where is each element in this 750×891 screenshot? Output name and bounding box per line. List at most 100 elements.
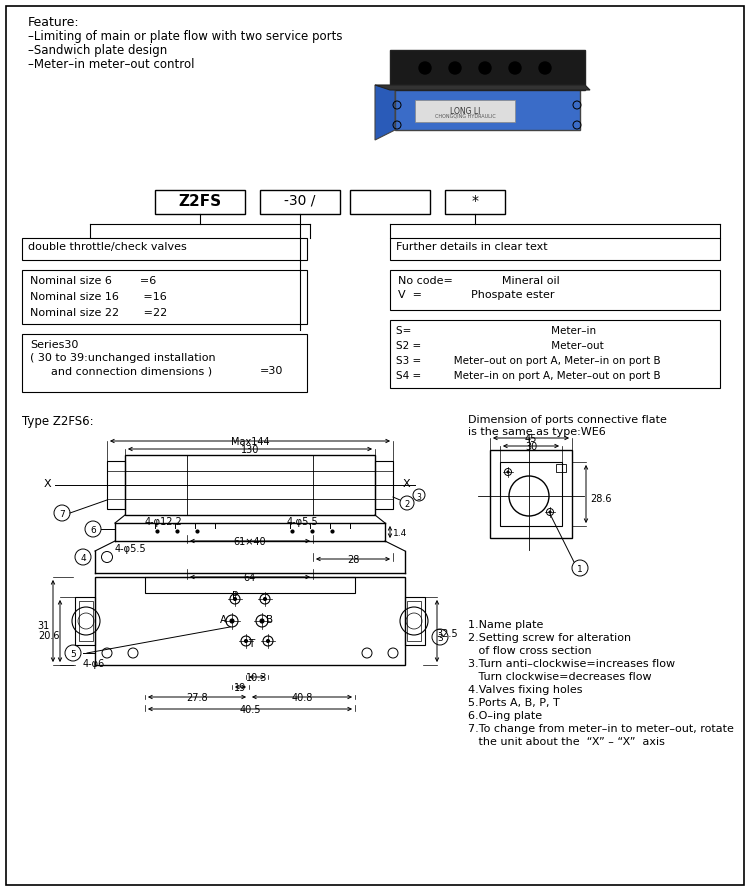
Circle shape xyxy=(507,471,509,473)
Bar xyxy=(79,601,93,641)
Text: Turn clockwise=decreases flow: Turn clockwise=decreases flow xyxy=(468,672,652,682)
Text: A: A xyxy=(220,615,227,625)
Bar xyxy=(395,60,580,130)
Bar xyxy=(155,190,245,214)
Bar xyxy=(95,577,405,665)
Bar xyxy=(556,464,566,472)
Text: 2: 2 xyxy=(404,500,410,509)
Text: the unit about the  “X” – “X”  axis: the unit about the “X” – “X” axis xyxy=(468,737,664,747)
Text: 130: 130 xyxy=(241,445,260,455)
Circle shape xyxy=(244,640,248,642)
Circle shape xyxy=(230,619,234,623)
Text: of flow cross section: of flow cross section xyxy=(468,646,592,656)
Text: 61×40: 61×40 xyxy=(234,537,266,547)
Text: 7: 7 xyxy=(59,510,64,519)
Text: =30: =30 xyxy=(260,366,284,376)
Text: 28.6: 28.6 xyxy=(590,494,611,504)
Circle shape xyxy=(260,619,264,623)
Text: 4-φ5.5: 4-φ5.5 xyxy=(115,544,147,554)
Bar xyxy=(145,577,355,593)
Text: 3.Turn anti–clockwise=increases flow: 3.Turn anti–clockwise=increases flow xyxy=(468,659,675,669)
Text: S4 =          Meter–in on port A, Meter–out on port B: S4 = Meter–in on port A, Meter–out on po… xyxy=(396,371,661,381)
Bar xyxy=(405,597,425,645)
Circle shape xyxy=(233,598,236,601)
Text: 31: 31 xyxy=(37,621,50,631)
Text: 4-φ6: 4-φ6 xyxy=(83,659,105,669)
Bar xyxy=(107,461,125,509)
Text: X: X xyxy=(403,479,411,489)
Text: 20.6: 20.6 xyxy=(38,631,60,641)
Text: 3: 3 xyxy=(437,634,442,642)
Text: 4.Valves fixing holes: 4.Valves fixing holes xyxy=(468,685,583,695)
Text: –Sandwich plate design: –Sandwich plate design xyxy=(28,44,167,57)
Text: 5.Ports A, B, P, T: 5.Ports A, B, P, T xyxy=(468,698,560,708)
Text: 3: 3 xyxy=(416,493,422,502)
Text: and connection dimensions ): and connection dimensions ) xyxy=(30,366,212,376)
Text: Type Z2FS6:: Type Z2FS6: xyxy=(22,415,94,428)
Text: 40.8: 40.8 xyxy=(291,693,313,703)
Text: 1.4: 1.4 xyxy=(393,529,407,538)
Text: S3 =          Meter–out on port A, Meter–in on port B: S3 = Meter–out on port A, Meter–in on po… xyxy=(396,356,661,366)
Text: S2 =                                        Meter–out: S2 = Meter–out xyxy=(396,341,604,351)
Polygon shape xyxy=(375,85,395,140)
Text: No code=              Mineral oil: No code= Mineral oil xyxy=(398,276,560,286)
Circle shape xyxy=(509,62,521,74)
Bar xyxy=(390,50,585,90)
Text: CHONGQING HYDRAULIC: CHONGQING HYDRAULIC xyxy=(435,114,495,119)
Text: 1: 1 xyxy=(578,565,583,574)
Text: B: B xyxy=(266,615,273,625)
Circle shape xyxy=(419,62,431,74)
Text: 27.8: 27.8 xyxy=(186,693,208,703)
Text: LONG LI: LONG LI xyxy=(450,107,480,116)
Circle shape xyxy=(479,62,491,74)
Text: 32.5: 32.5 xyxy=(436,629,457,639)
Text: 6.O–ing plate: 6.O–ing plate xyxy=(468,711,542,721)
Text: P: P xyxy=(232,591,238,601)
Text: 28: 28 xyxy=(346,555,359,565)
Bar xyxy=(260,190,340,214)
Text: Further details in clear text: Further details in clear text xyxy=(396,242,548,252)
Text: double throttle/check valves: double throttle/check valves xyxy=(28,242,187,252)
Text: Nominal size 22       =22: Nominal size 22 =22 xyxy=(30,308,167,318)
Circle shape xyxy=(266,640,269,642)
Text: 4-φ5.5: 4-φ5.5 xyxy=(287,517,319,527)
Text: 19: 19 xyxy=(234,683,246,693)
Text: 10.3: 10.3 xyxy=(246,673,268,683)
Text: 30: 30 xyxy=(525,442,537,452)
Polygon shape xyxy=(375,85,590,90)
Text: T: T xyxy=(248,639,254,649)
Bar xyxy=(22,238,307,260)
Text: 4-φ12.2: 4-φ12.2 xyxy=(145,517,183,527)
Circle shape xyxy=(449,62,461,74)
Text: 40.5: 40.5 xyxy=(239,705,261,715)
Bar xyxy=(22,270,307,324)
Bar xyxy=(490,450,572,538)
Bar xyxy=(125,455,375,515)
Text: V  =              Phospate ester: V = Phospate ester xyxy=(398,290,554,300)
Text: Dimension of ports connective flate
is the same as type:WE6: Dimension of ports connective flate is t… xyxy=(468,415,667,437)
Text: Series30: Series30 xyxy=(30,340,78,350)
Bar xyxy=(390,320,720,388)
Bar xyxy=(350,190,430,214)
Text: Max144: Max144 xyxy=(231,437,269,447)
Text: 2.Setting screw for alteration: 2.Setting screw for alteration xyxy=(468,633,632,643)
Text: S=                                           Meter–in: S= Meter–in xyxy=(396,326,596,336)
Text: 45: 45 xyxy=(525,434,537,444)
Text: 64: 64 xyxy=(244,573,256,583)
Bar xyxy=(75,597,95,645)
Bar xyxy=(500,462,562,526)
Text: 1.Name plate: 1.Name plate xyxy=(468,620,543,630)
Bar xyxy=(390,238,720,260)
Text: X: X xyxy=(44,479,52,489)
Text: Z2FS: Z2FS xyxy=(178,194,221,209)
Text: 5: 5 xyxy=(70,650,76,658)
Bar xyxy=(390,270,720,310)
Bar xyxy=(22,334,307,392)
Text: *: * xyxy=(472,194,478,208)
Circle shape xyxy=(263,598,266,601)
Bar xyxy=(445,190,505,214)
Text: 4: 4 xyxy=(80,554,86,563)
Bar xyxy=(375,461,393,509)
Bar xyxy=(407,601,421,641)
Circle shape xyxy=(549,511,551,513)
